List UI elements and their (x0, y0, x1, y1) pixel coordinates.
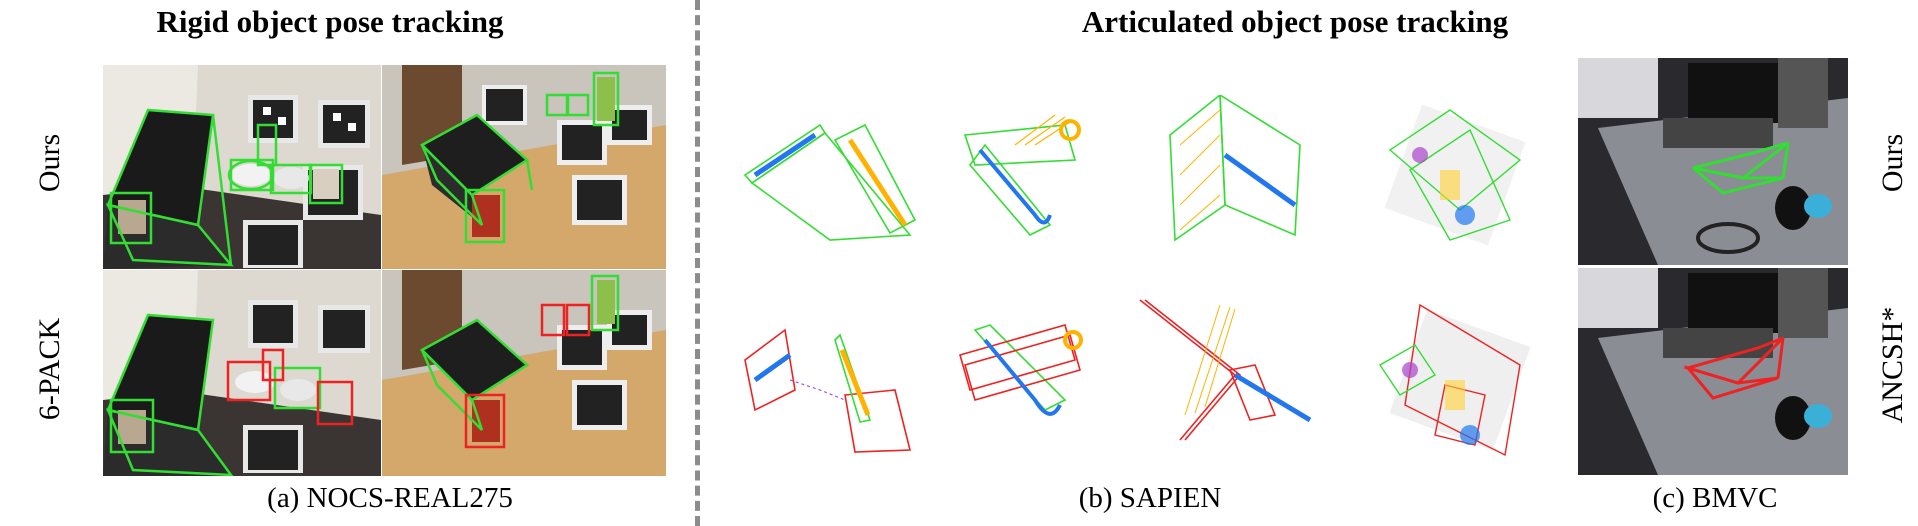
bmvc-ours-photo (1578, 58, 1848, 265)
nocs-ours-photo-1 (103, 65, 381, 269)
sapien-ours-2 (955, 105, 1105, 240)
sapien-ancsh-1 (740, 320, 920, 455)
row-label-ours-left: Ours (33, 133, 66, 193)
caption-bmvc: (c) BMVC (1652, 482, 1778, 514)
nocs-ours-photo-2 (382, 65, 666, 269)
sapien-ours-1 (740, 115, 920, 245)
bmvc-ancsh-photo (1578, 268, 1848, 475)
sapien-ours-4 (1380, 100, 1530, 250)
sapien-ancsh-4 (1375, 295, 1535, 465)
sapien-ancsh-2 (955, 315, 1105, 450)
section-divider (695, 0, 700, 526)
row-label-ours-right: Ours (1876, 133, 1909, 193)
caption-nocs: (a) NOCS-REAL275 (267, 482, 513, 514)
sapien-ours-3 (1160, 95, 1325, 245)
row-label-6pack: 6-PACK (33, 317, 66, 421)
articulated-tracking-header: Articulated object pose tracking (1081, 4, 1509, 39)
row-label-ancsh: ANCSH* (1876, 306, 1909, 424)
sapien-ancsh-3 (1135, 295, 1320, 445)
nocs-6pack-photo-2 (382, 270, 666, 476)
nocs-6pack-photo-1 (103, 270, 381, 476)
caption-sapien: (b) SAPIEN (1078, 482, 1222, 514)
rigid-tracking-header: Rigid object pose tracking (156, 4, 504, 39)
